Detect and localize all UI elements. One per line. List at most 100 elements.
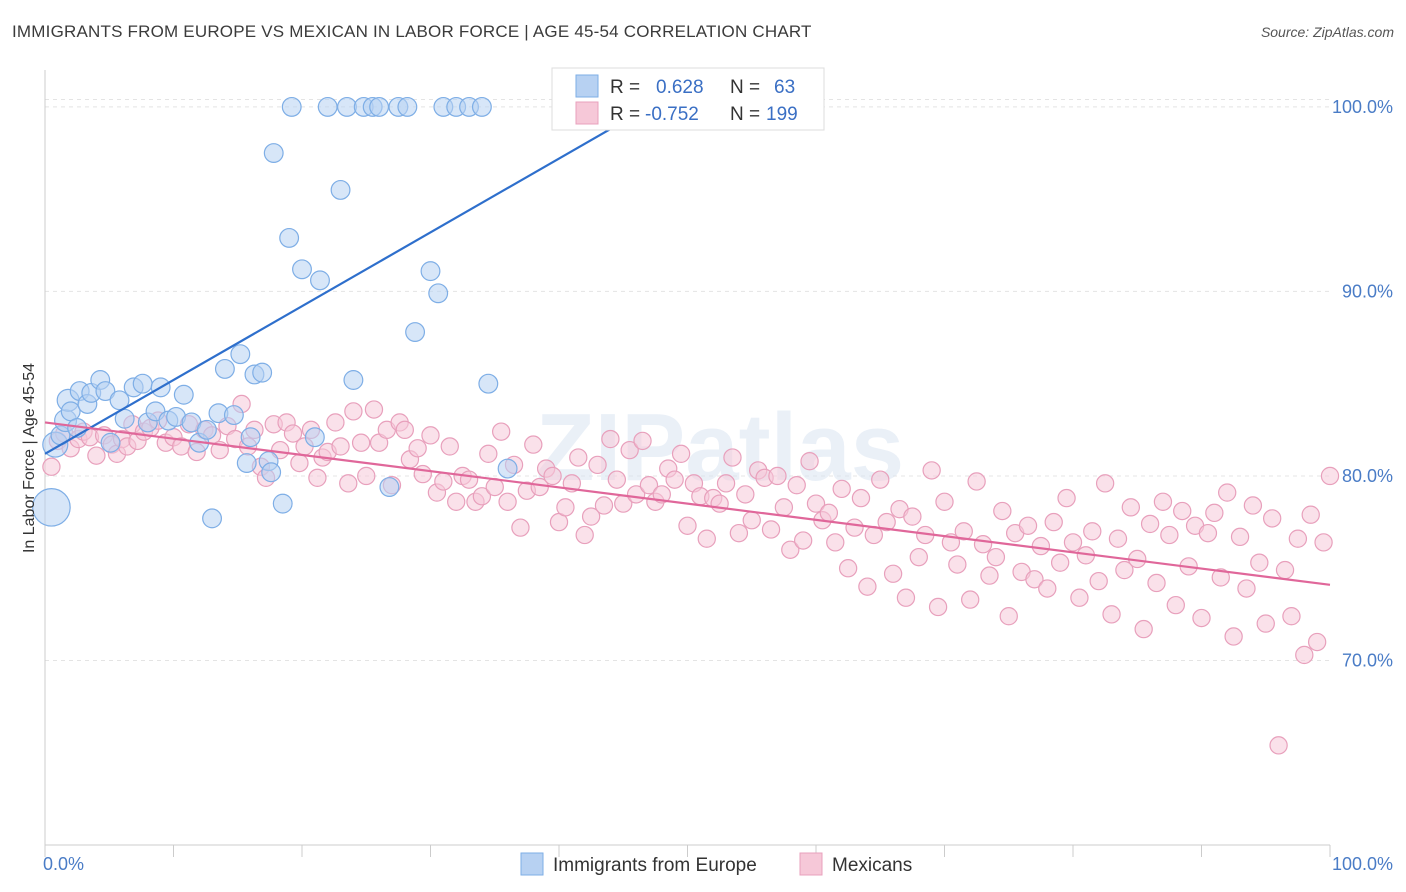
stat-n-value-1: 63 [774,77,795,98]
point-europe [109,390,130,411]
point-mexicans [440,437,459,456]
point-mexicans [601,429,620,449]
point-europe [202,508,223,529]
point-mexicans [729,523,749,543]
point-mexicans [665,470,684,489]
point-europe [337,96,357,117]
stat-n-label-2: N = [730,104,760,125]
series-legend: Immigrants from Europe Mexicans [520,852,912,876]
point-mexicans [993,501,1012,521]
point-mexicans [543,466,562,486]
point-mexicans [472,487,492,506]
point-mexicans [588,455,607,475]
point-mexicans [973,535,993,554]
point-mexicans [364,400,384,419]
point-europe [310,270,330,291]
point-mexicans [459,470,479,489]
stat-r-label-1: R = [610,77,640,98]
point-mexicans [999,607,1018,626]
point-mexicans [1025,570,1044,589]
bottom-swatch-europe [520,852,544,876]
point-mexicans [1147,573,1166,593]
y-tick-labels: 70.0% 80.0% 90.0% 100.0% [1332,97,1393,671]
point-mexicans [344,402,363,421]
point-mexicans [569,448,588,467]
point-europe [292,259,312,280]
stat-r-value-2: -0.752 [645,104,699,125]
point-mexicans [339,474,358,493]
point-mexicans [877,512,896,532]
point-europe [32,488,71,527]
point-mexicans [1301,505,1320,524]
point-mexicans [87,446,106,465]
point-mexicans [1095,474,1115,493]
point-mexicans [408,439,427,458]
point-europe [240,427,261,448]
point-mexicans [736,485,755,504]
point-mexicans [326,413,345,432]
point-europe [252,362,273,383]
point-mexicans [479,444,498,463]
point-europe [379,477,400,497]
point-mexicans [832,479,851,499]
point-mexicans [922,461,941,480]
point-mexicans [787,475,806,495]
point-europe [478,373,499,394]
stat-r-label-2: R = [610,104,640,125]
point-mexicans [761,520,781,539]
point-europe [497,458,518,479]
y-tick-label: 90.0% [1342,281,1393,301]
point-mexicans [1070,588,1089,607]
point-mexicans [826,533,845,552]
point-mexicans [1134,619,1153,639]
point-europe [196,419,217,440]
point-mexicans [1218,483,1237,502]
point-mexicans [1198,523,1218,543]
point-europe [114,408,135,429]
x-tick-label-end: 100.0% [1332,854,1393,874]
point-mexicans [671,444,691,463]
point-mexicans [710,494,729,513]
legend-label-mexicans: Mexicans [832,855,912,876]
point-mexicans [1295,645,1314,665]
point-mexicans [1243,496,1263,515]
point-mexicans [954,522,973,541]
point-mexicans [961,590,980,609]
point-mexicans [1224,627,1243,646]
point-mexicans [1140,514,1160,534]
point-mexicans [1160,525,1179,545]
point-mexicans [1057,488,1076,508]
stat-n-label-1: N = [730,77,760,98]
point-mexicans [781,540,800,559]
legend-label-europe: Immigrants from Europe [553,855,757,876]
point-europe [261,462,282,483]
point-mexicans [413,464,432,484]
point-mexicans [1173,501,1192,521]
point-mexicans [883,564,903,583]
point-mexicans [491,422,511,441]
x-tick-labels: 0.0% 100.0% [43,854,1393,874]
point-mexicans [575,525,594,545]
point-mexicans [678,516,697,535]
point-mexicans [607,470,627,489]
point-mexicans [909,547,928,567]
point-europe [317,96,338,117]
point-mexicans [1320,466,1340,486]
point-mexicans [290,453,309,473]
point-mexicans [1166,595,1185,615]
point-mexicans [447,492,466,511]
grid-lines [45,99,1330,661]
point-mexicans [511,518,530,537]
point-mexicans [697,529,716,548]
point-europe [281,96,302,117]
y-axis-label: In Labor Force | Age 45-54 [21,363,38,553]
point-mexicans [594,496,614,515]
point-europe [420,261,441,282]
point-mexicans [793,531,813,550]
point-mexicans [556,498,575,517]
point-mexicans [498,492,517,511]
point-mexicans [357,466,376,486]
point-mexicans [903,507,922,526]
point-mexicans [1275,560,1295,580]
point-mexicans [1038,579,1057,598]
